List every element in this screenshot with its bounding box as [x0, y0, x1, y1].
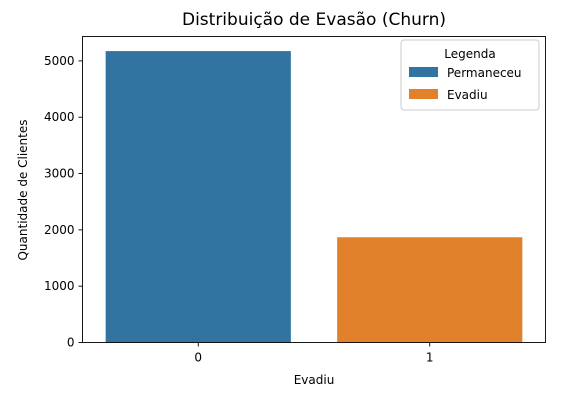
y-tick-label: 4000 [44, 110, 75, 124]
chart-title: Distribuição de Evasão (Churn) [182, 10, 446, 30]
y-tick-label: 1000 [44, 279, 75, 293]
y-tick-label: 0 [67, 336, 75, 350]
bar-group [105, 51, 523, 343]
legend-label-evadiu: Evadiu [447, 88, 488, 102]
legend-swatch-evadiu [409, 89, 438, 99]
y-tick-label: 2000 [44, 223, 75, 237]
legend: Legenda Permaneceu Evadiu [400, 39, 540, 111]
y-axis-label: Quantidade de Clientes [16, 119, 30, 260]
y-tick-label: 5000 [44, 54, 75, 68]
x-axis-label: Evadiu [294, 373, 335, 387]
plot-frame [82, 36, 546, 343]
legend-label-permaneceu: Permaneceu [447, 66, 522, 80]
bar-1 [337, 237, 523, 343]
legend-swatch-permaneceu [409, 67, 438, 77]
y-axis-ticks: 0 1000 2000 3000 4000 5000 [44, 54, 83, 350]
x-tick-label: 1 [426, 351, 434, 365]
bar-0 [105, 51, 291, 343]
legend-title: Legenda [444, 47, 495, 61]
y-tick-label: 3000 [44, 167, 75, 181]
x-tick-label: 0 [194, 351, 202, 365]
